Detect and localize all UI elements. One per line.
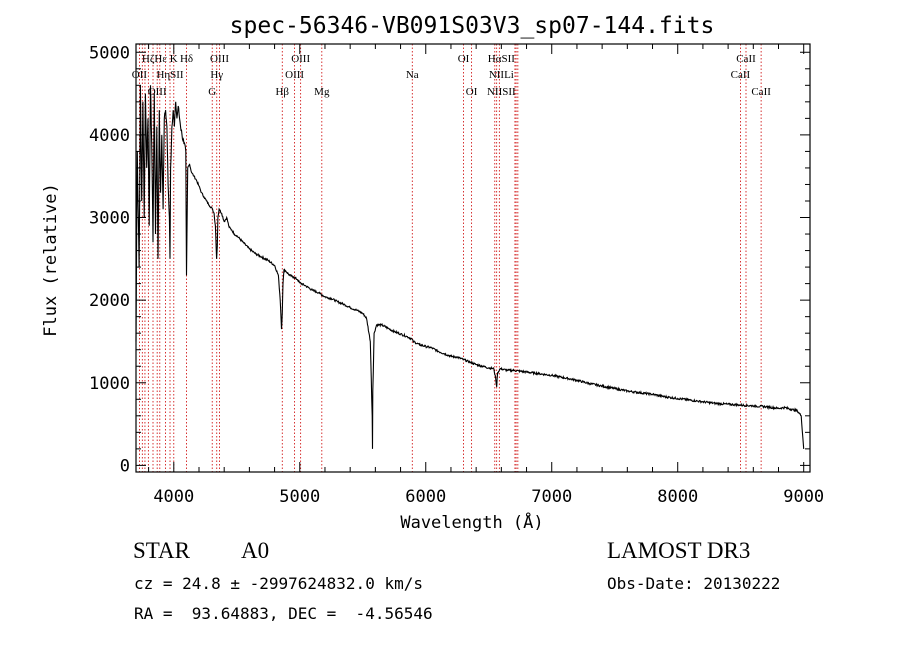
line-label: OIII bbox=[291, 53, 310, 65]
object-class: STAR bbox=[133, 538, 190, 563]
line-label: CaII bbox=[751, 86, 771, 98]
line-label: Hγ bbox=[210, 69, 223, 81]
line-label: OI bbox=[466, 86, 478, 98]
x-tick-label: 6000 bbox=[405, 487, 446, 507]
line-label: OII bbox=[132, 69, 148, 81]
chart-title: spec-56346-VB091S03V3_sp07-144.fits bbox=[230, 13, 715, 39]
line-label: HαSII bbox=[488, 53, 515, 65]
survey-label: LAMOST DR3 bbox=[607, 538, 751, 563]
x-tick-label: 5000 bbox=[279, 487, 320, 507]
line-label: Hβ bbox=[275, 86, 289, 98]
line-label: OIII bbox=[148, 86, 167, 98]
coordinates: RA = 93.64883, DEC = -4.56546 bbox=[134, 604, 433, 623]
line-label: Na bbox=[406, 69, 419, 81]
line-label: HζHε K bbox=[142, 53, 178, 65]
y-tick-label: 2000 bbox=[89, 291, 130, 311]
line-label: NIISII bbox=[487, 86, 516, 98]
y-axis: 0 1000 2000 3000 4000 5000 bbox=[89, 43, 810, 476]
y-tick-label: 3000 bbox=[89, 209, 130, 229]
y-tick-label: 4000 bbox=[89, 126, 130, 146]
line-label: Mg bbox=[314, 86, 330, 98]
line-label: HηSII bbox=[156, 69, 183, 81]
spectral-subclass: A0 bbox=[241, 538, 270, 563]
emission-line-markers bbox=[139, 44, 762, 472]
x-tick-label: 4000 bbox=[153, 487, 194, 507]
redshift-info: cz = 24.8 ± -2997624832.0 km/s bbox=[134, 574, 423, 593]
x-axis-label: Wavelength (Å) bbox=[400, 511, 543, 533]
emission-line-labels: HζHε K OII HηSII OIII Hδ OIII Hγ G Hβ OIII OIII Mg N… bbox=[132, 53, 771, 98]
spectrum-line bbox=[135, 85, 805, 449]
x-tick-label: 8000 bbox=[657, 487, 698, 507]
line-label: OIII bbox=[285, 69, 304, 81]
y-tick-label: 0 bbox=[120, 456, 130, 476]
y-tick-label: 5000 bbox=[89, 43, 130, 63]
obs-date: Obs-Date: 20130222 bbox=[607, 574, 781, 593]
line-label: CaII bbox=[731, 69, 751, 81]
x-tick-label: 9000 bbox=[783, 487, 824, 507]
line-label: NIILi bbox=[489, 69, 514, 81]
x-tick-label: 7000 bbox=[531, 487, 572, 507]
line-label: Hδ bbox=[180, 53, 193, 65]
line-label: CaII bbox=[736, 53, 756, 65]
plot-frame bbox=[135, 43, 811, 473]
x-axis: 4000 5000 6000 7000 8000 9000 bbox=[148, 44, 824, 507]
line-label: G bbox=[208, 86, 216, 98]
line-label: OIII bbox=[210, 53, 229, 65]
y-tick-label: 1000 bbox=[89, 374, 130, 394]
line-label: OI bbox=[458, 53, 470, 65]
y-axis-label: Flux (relative) bbox=[41, 183, 61, 337]
